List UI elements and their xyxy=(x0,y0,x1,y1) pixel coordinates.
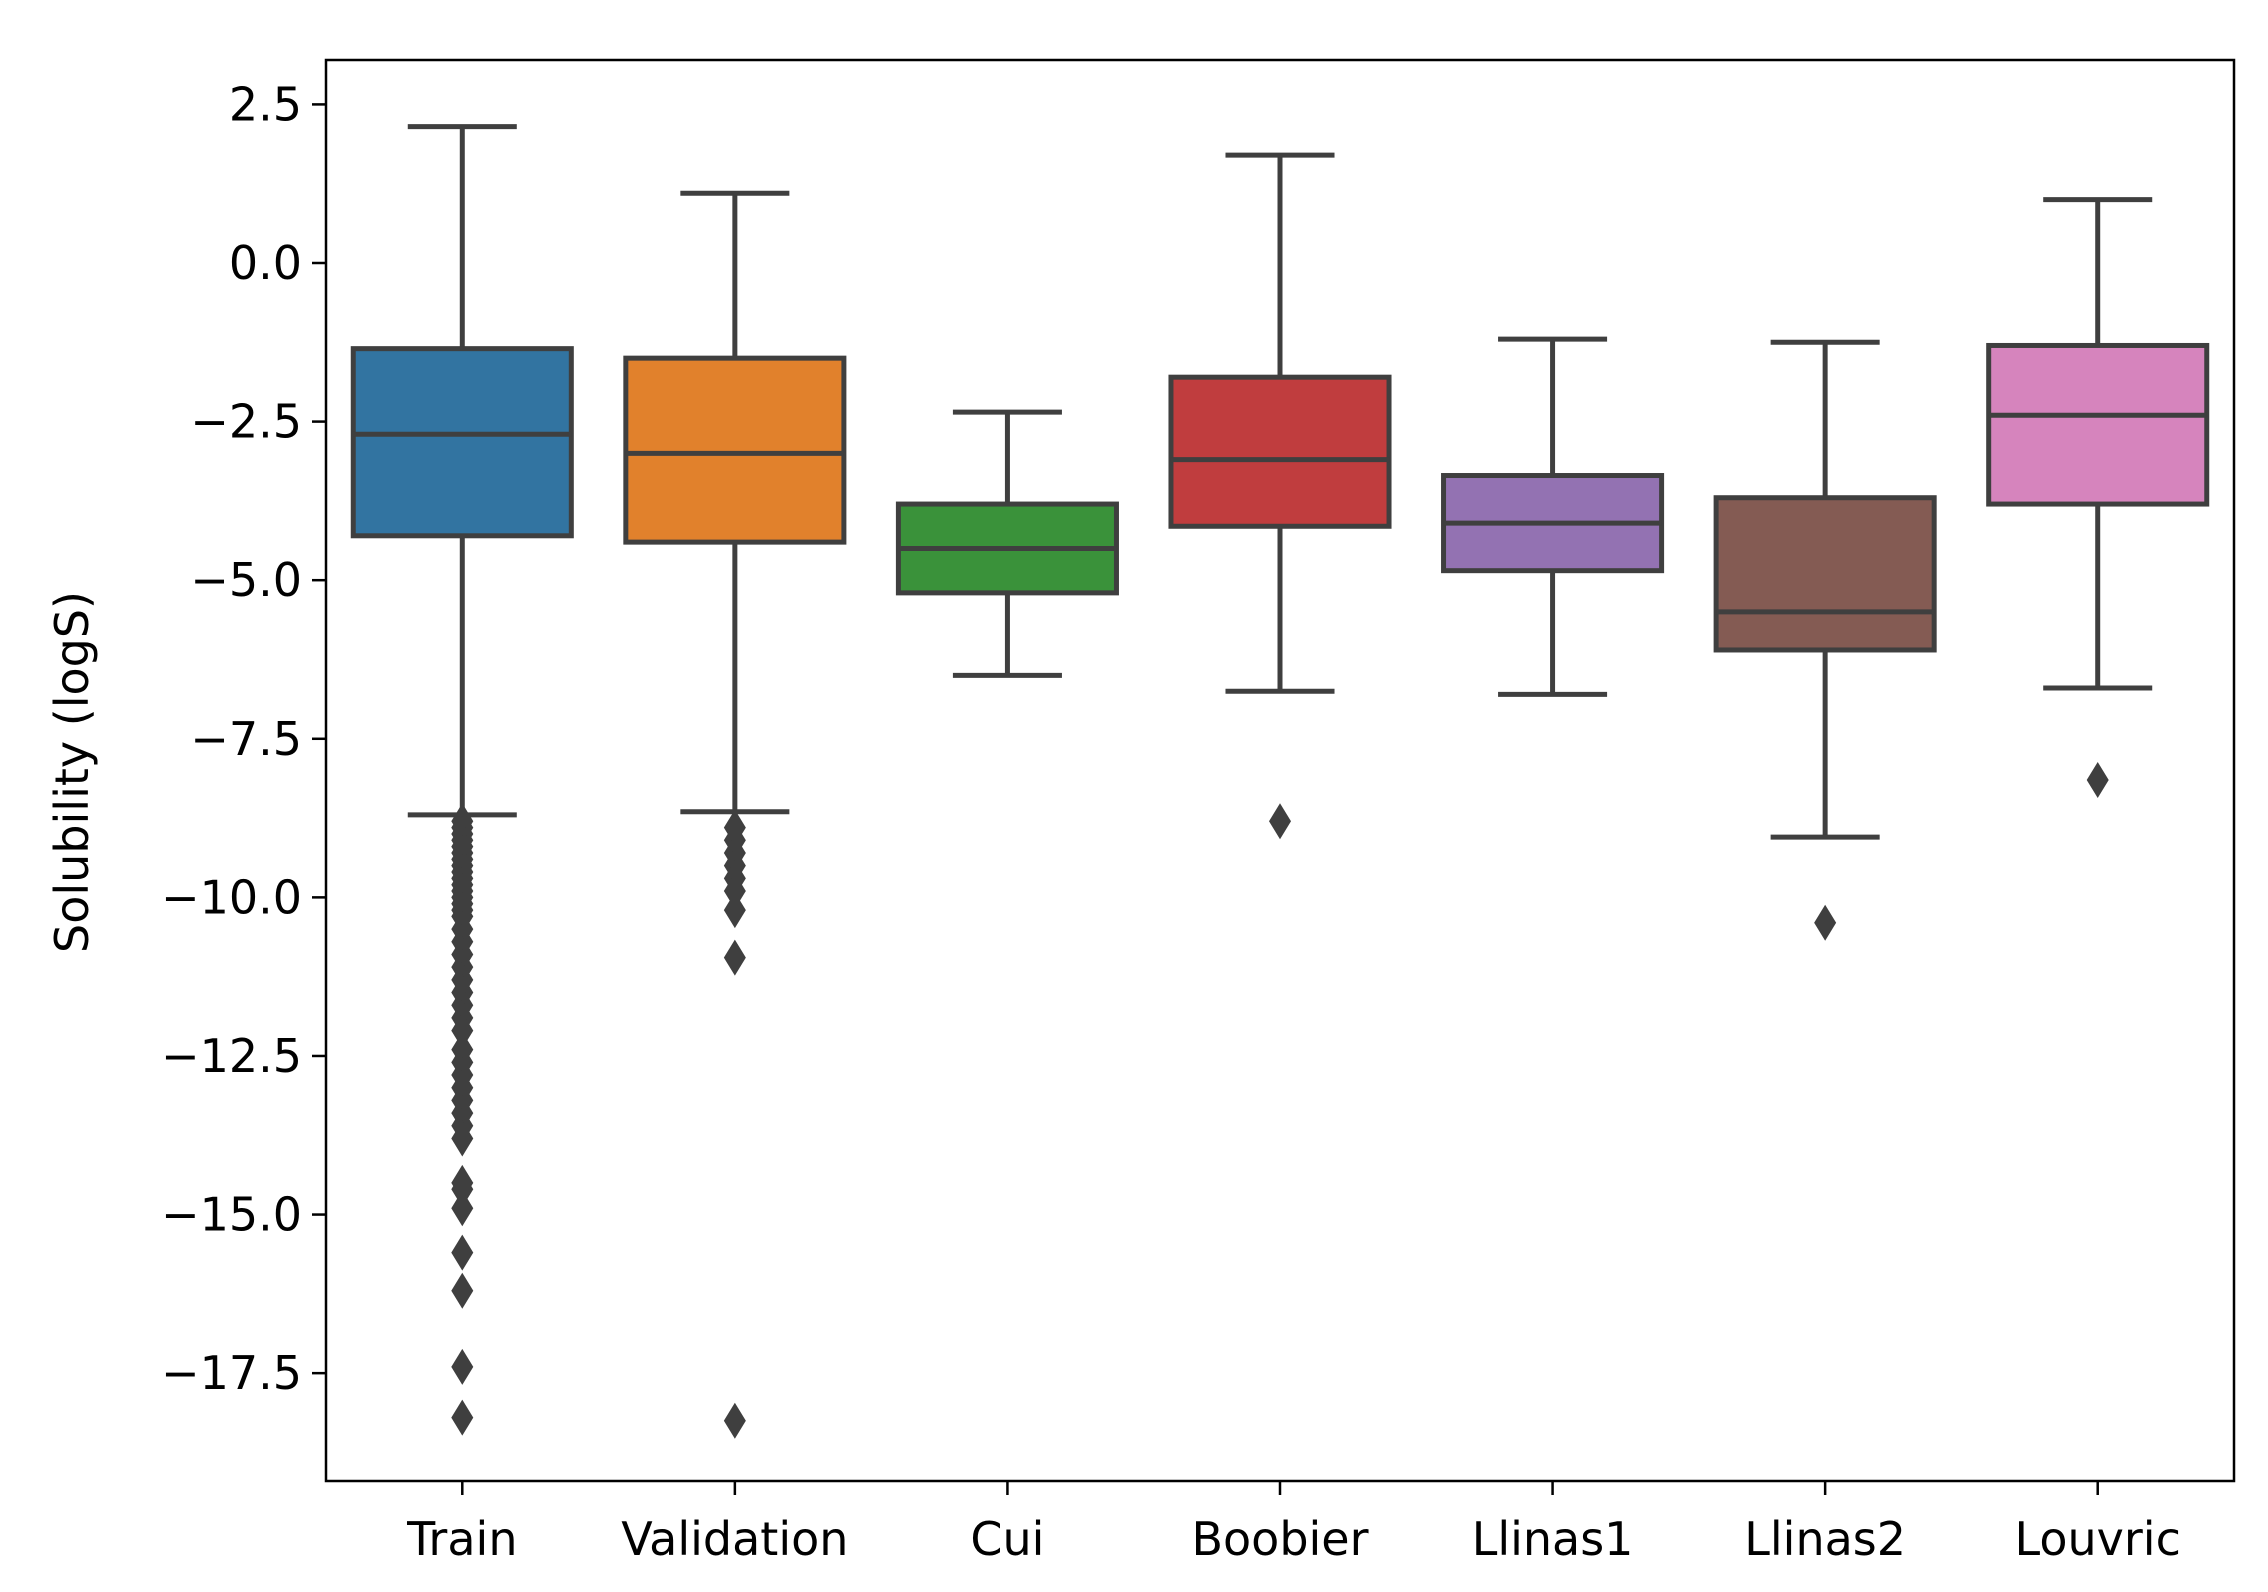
box-group-cui xyxy=(895,409,1119,678)
x-tick-label: Louvric xyxy=(2015,1512,2181,1566)
outlier-point xyxy=(1814,904,1837,941)
y-tick-label: −12.5 xyxy=(161,1029,302,1083)
outlier-point xyxy=(451,1234,474,1271)
x-tick-label: Cui xyxy=(970,1512,1044,1566)
outlier-point xyxy=(723,873,746,910)
iqr-box xyxy=(623,355,847,545)
y-tick-label: −15.0 xyxy=(161,1188,302,1242)
x-tick-label: Boobier xyxy=(1191,1512,1368,1566)
y-tick-label: 2.5 xyxy=(229,77,302,131)
outlier-point xyxy=(451,1120,474,1157)
box-group-validation xyxy=(623,190,847,1439)
x-tick-label: Llinas1 xyxy=(1472,1512,1634,1566)
outlier-point xyxy=(451,1190,474,1227)
iqr-box xyxy=(1168,374,1392,529)
box-group-louvric xyxy=(1986,197,2210,799)
outlier-point xyxy=(451,1012,474,1049)
iqr-box xyxy=(1986,342,2210,507)
x-tick-label: Validation xyxy=(621,1512,848,1566)
y-tick-label: −17.5 xyxy=(161,1346,302,1400)
y-tick-label: −7.5 xyxy=(190,712,302,766)
iqr-box xyxy=(1713,495,1937,653)
y-tick-label: −5.0 xyxy=(190,553,302,607)
box-group-llinas2 xyxy=(1713,339,1937,941)
boxes-layer xyxy=(350,124,2210,1439)
outlier-point xyxy=(723,1402,746,1439)
plot-frame xyxy=(324,58,2236,1483)
box-group-boobier xyxy=(1168,152,1392,840)
x-tick-label: Train xyxy=(406,1512,517,1566)
y-tick-label: −2.5 xyxy=(190,395,302,449)
y-tick-label: −10.0 xyxy=(161,870,302,924)
box-group-llinas1 xyxy=(1441,336,1665,697)
outlier-point xyxy=(451,1399,474,1436)
x-tick-label: Llinas2 xyxy=(1744,1512,1906,1566)
outlier-point xyxy=(451,1171,474,1208)
outlier-point xyxy=(451,1272,474,1309)
box-group-train xyxy=(350,124,574,1436)
outlier-point xyxy=(451,1348,474,1385)
outlier-point xyxy=(2086,762,2109,799)
iqr-box xyxy=(350,346,574,539)
outlier-point xyxy=(723,892,746,929)
y-axis-label: Solubility (logS) xyxy=(45,591,99,953)
axes-layer: 2.5 0.0 −2.5 −5.0 −7.5 −10.0 −12.5 −15.0 −17.5 Tr… xyxy=(161,77,2181,1566)
outlier-point xyxy=(1269,803,1291,840)
y-tick-label: 0.0 xyxy=(229,236,302,290)
outlier-point xyxy=(723,939,746,976)
